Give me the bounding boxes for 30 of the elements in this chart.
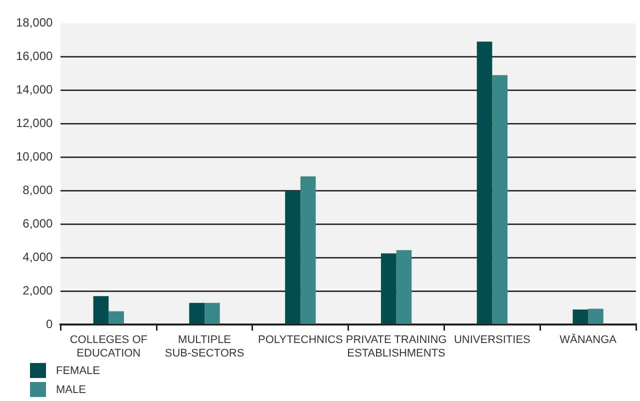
bar — [189, 302, 205, 324]
bar — [588, 308, 604, 324]
y-tick-label: 18,000 — [16, 16, 54, 30]
x-tick-label: MULTIPLE SUB-SECTORS — [164, 334, 244, 360]
bar — [108, 311, 124, 324]
legend-label: FEMALE — [56, 364, 100, 376]
bar — [492, 75, 508, 324]
bar — [204, 302, 220, 324]
bar — [380, 253, 396, 324]
y-tick-label: 10,000 — [16, 149, 54, 164]
bar — [396, 250, 412, 324]
x-tick-label: WĀNANGA — [560, 333, 618, 346]
bar — [572, 310, 588, 324]
x-tick-label: COLLEGES OF EDUCATION — [70, 334, 148, 360]
y-tick-label: 12,000 — [16, 116, 54, 130]
y-tick-label: 2,000 — [22, 283, 54, 298]
y-tick-label: 8,000 — [22, 182, 54, 197]
x-tick-label: POLYTECHNICS — [258, 334, 343, 346]
y-tick-label: 14,000 — [16, 82, 54, 96]
x-tick-label: PRIVATE TRAINING ESTABLISHMENTS — [346, 334, 447, 360]
y-tick-label: 6,000 — [22, 216, 54, 230]
bar — [285, 190, 300, 324]
bar — [300, 176, 316, 324]
y-tick-label: 16,000 — [16, 49, 54, 63]
legend-label: MALE — [56, 384, 86, 396]
y-tick-label: 4,000 — [22, 250, 54, 264]
y-tick-label: 0 — [46, 316, 54, 331]
bar — [93, 296, 109, 324]
bar — [476, 42, 492, 324]
x-tick-label: UNIVERSITIES — [454, 334, 530, 346]
